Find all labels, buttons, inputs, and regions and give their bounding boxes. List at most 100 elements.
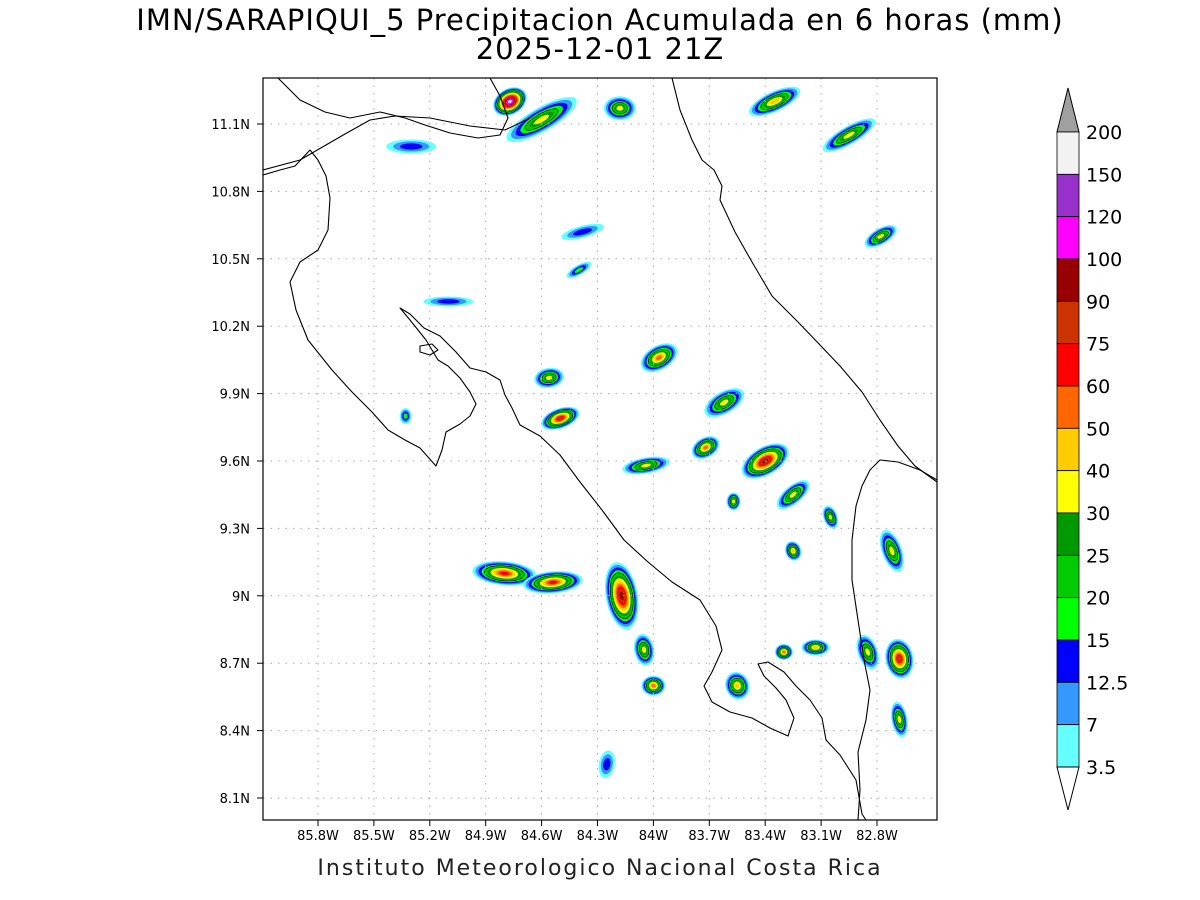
lon-label: 84.6W (521, 829, 563, 844)
rain-contour (545, 375, 553, 381)
rain-cell (724, 671, 750, 700)
rain-cell (603, 96, 636, 121)
rain-cell (472, 561, 537, 586)
colorbar-label: 150 (1086, 164, 1122, 186)
colorbar-swatch (1056, 343, 1080, 387)
rain-contour (499, 571, 510, 576)
colorbar-swatch (1056, 131, 1080, 175)
colorbar-swatch (1056, 512, 1080, 556)
colorbar-label: 100 (1086, 249, 1122, 271)
rain-contour (828, 514, 833, 520)
rain-contour (400, 143, 423, 150)
rain-contour (897, 655, 902, 662)
lon-label: 85.5W (353, 829, 395, 844)
rain-cell (890, 701, 908, 738)
rain-cell (748, 86, 801, 117)
rain-contour (782, 650, 786, 654)
rain-cell (640, 343, 678, 373)
lon-label: 83.4W (744, 829, 786, 844)
colorbar-label: 12.5 (1086, 672, 1128, 694)
lat-label: 11.1N (211, 118, 250, 133)
rain-cell (864, 224, 897, 248)
footer-credit: Instituto Meteorologico Nacional Costa R… (317, 856, 883, 881)
colorbar-label: 25 (1086, 545, 1110, 567)
colorbar-label: 20 (1086, 588, 1110, 610)
rain-contour (877, 233, 885, 239)
graticule (263, 78, 937, 820)
lon-label: 84.9W (465, 829, 507, 844)
rain-contour (865, 648, 871, 656)
colorbar-label: 40 (1086, 461, 1110, 483)
rain-cell (522, 571, 583, 594)
rain-contour (619, 591, 624, 601)
rain-cell (534, 367, 564, 389)
gulf-inlet (419, 343, 439, 356)
colorbar-swatch (1056, 470, 1080, 514)
precipitation-field (386, 86, 914, 779)
rain-contour (573, 228, 593, 236)
rain-cell (561, 223, 604, 240)
colorbar-swatch (1056, 258, 1080, 302)
rain-cell (776, 480, 810, 510)
rain-contour (548, 580, 558, 585)
border-panama (851, 459, 937, 820)
colorbar-label: 30 (1086, 503, 1110, 525)
rain-cell (879, 529, 904, 572)
map-title: IMN/SARAPIQUI_5 Precipitacion Acumulada … (136, 3, 1064, 37)
rain-contour (508, 100, 512, 104)
rain-contour (703, 445, 708, 450)
lon-label: 85.8W (297, 829, 339, 844)
rain-cell (598, 750, 616, 779)
rain-cell (506, 96, 577, 143)
rain-cell (633, 633, 655, 666)
rain-cell (774, 643, 793, 660)
rain-cell (885, 638, 914, 679)
colorbar-label: 3.5 (1086, 757, 1116, 779)
lat-label: 10.8N (211, 185, 250, 200)
map-frame (262, 77, 938, 821)
rain-cell (691, 436, 720, 459)
rain-contour (732, 499, 735, 504)
colorbar-label: 15 (1086, 630, 1110, 652)
rain-contour (403, 413, 408, 419)
lon-label: 83.7W (688, 829, 730, 844)
rain-cell (622, 456, 670, 475)
rain-contour (769, 98, 780, 105)
colorbar-swatch (1056, 216, 1080, 260)
rain-contour (734, 683, 740, 689)
rain-cell (726, 492, 741, 511)
lon-label: 84.3W (577, 829, 619, 844)
lon-label: 82.8W (856, 829, 898, 844)
colorbar-label: 90 (1086, 291, 1110, 313)
colorbar-swatch (1056, 385, 1080, 429)
rain-cell (822, 505, 839, 529)
rain-contour (641, 646, 647, 654)
coastline-borders (263, 78, 937, 820)
lat-label: 8.7N (220, 657, 250, 672)
colorbar-label: 200 (1086, 122, 1122, 144)
colorbar-swatch (1056, 597, 1080, 641)
rain-cell (541, 406, 580, 430)
rain-cell (704, 388, 745, 418)
colorbar-under-arrow (1056, 766, 1080, 811)
rain-cell (784, 541, 802, 561)
rain-cell (604, 562, 639, 630)
rain-contour (843, 131, 855, 139)
colorbar: 200 150 120 100 90 75 60 50 40 30 25 20 15 12.5 7 3.5 (1056, 87, 1128, 811)
lake-shore (277, 78, 509, 139)
rain-cell (566, 261, 592, 279)
colorbar-label: 75 (1086, 334, 1110, 356)
rain-cell (399, 408, 412, 425)
lat-label: 9.9N (220, 388, 250, 403)
rain-contour (791, 549, 795, 553)
rain-contour (557, 416, 563, 420)
rain-contour (603, 758, 611, 771)
rain-contour (640, 463, 651, 468)
pacific-coast (263, 149, 867, 820)
colorbar-label: 7 (1086, 715, 1098, 737)
rain-cell (423, 296, 474, 307)
colorbar-swatch (1056, 724, 1080, 768)
map-axes: 85.8W 85.5W 85.2W 84.9W 84.6W 84.3W 84W 83.7W 83… (211, 118, 898, 844)
rain-contour (720, 399, 729, 406)
